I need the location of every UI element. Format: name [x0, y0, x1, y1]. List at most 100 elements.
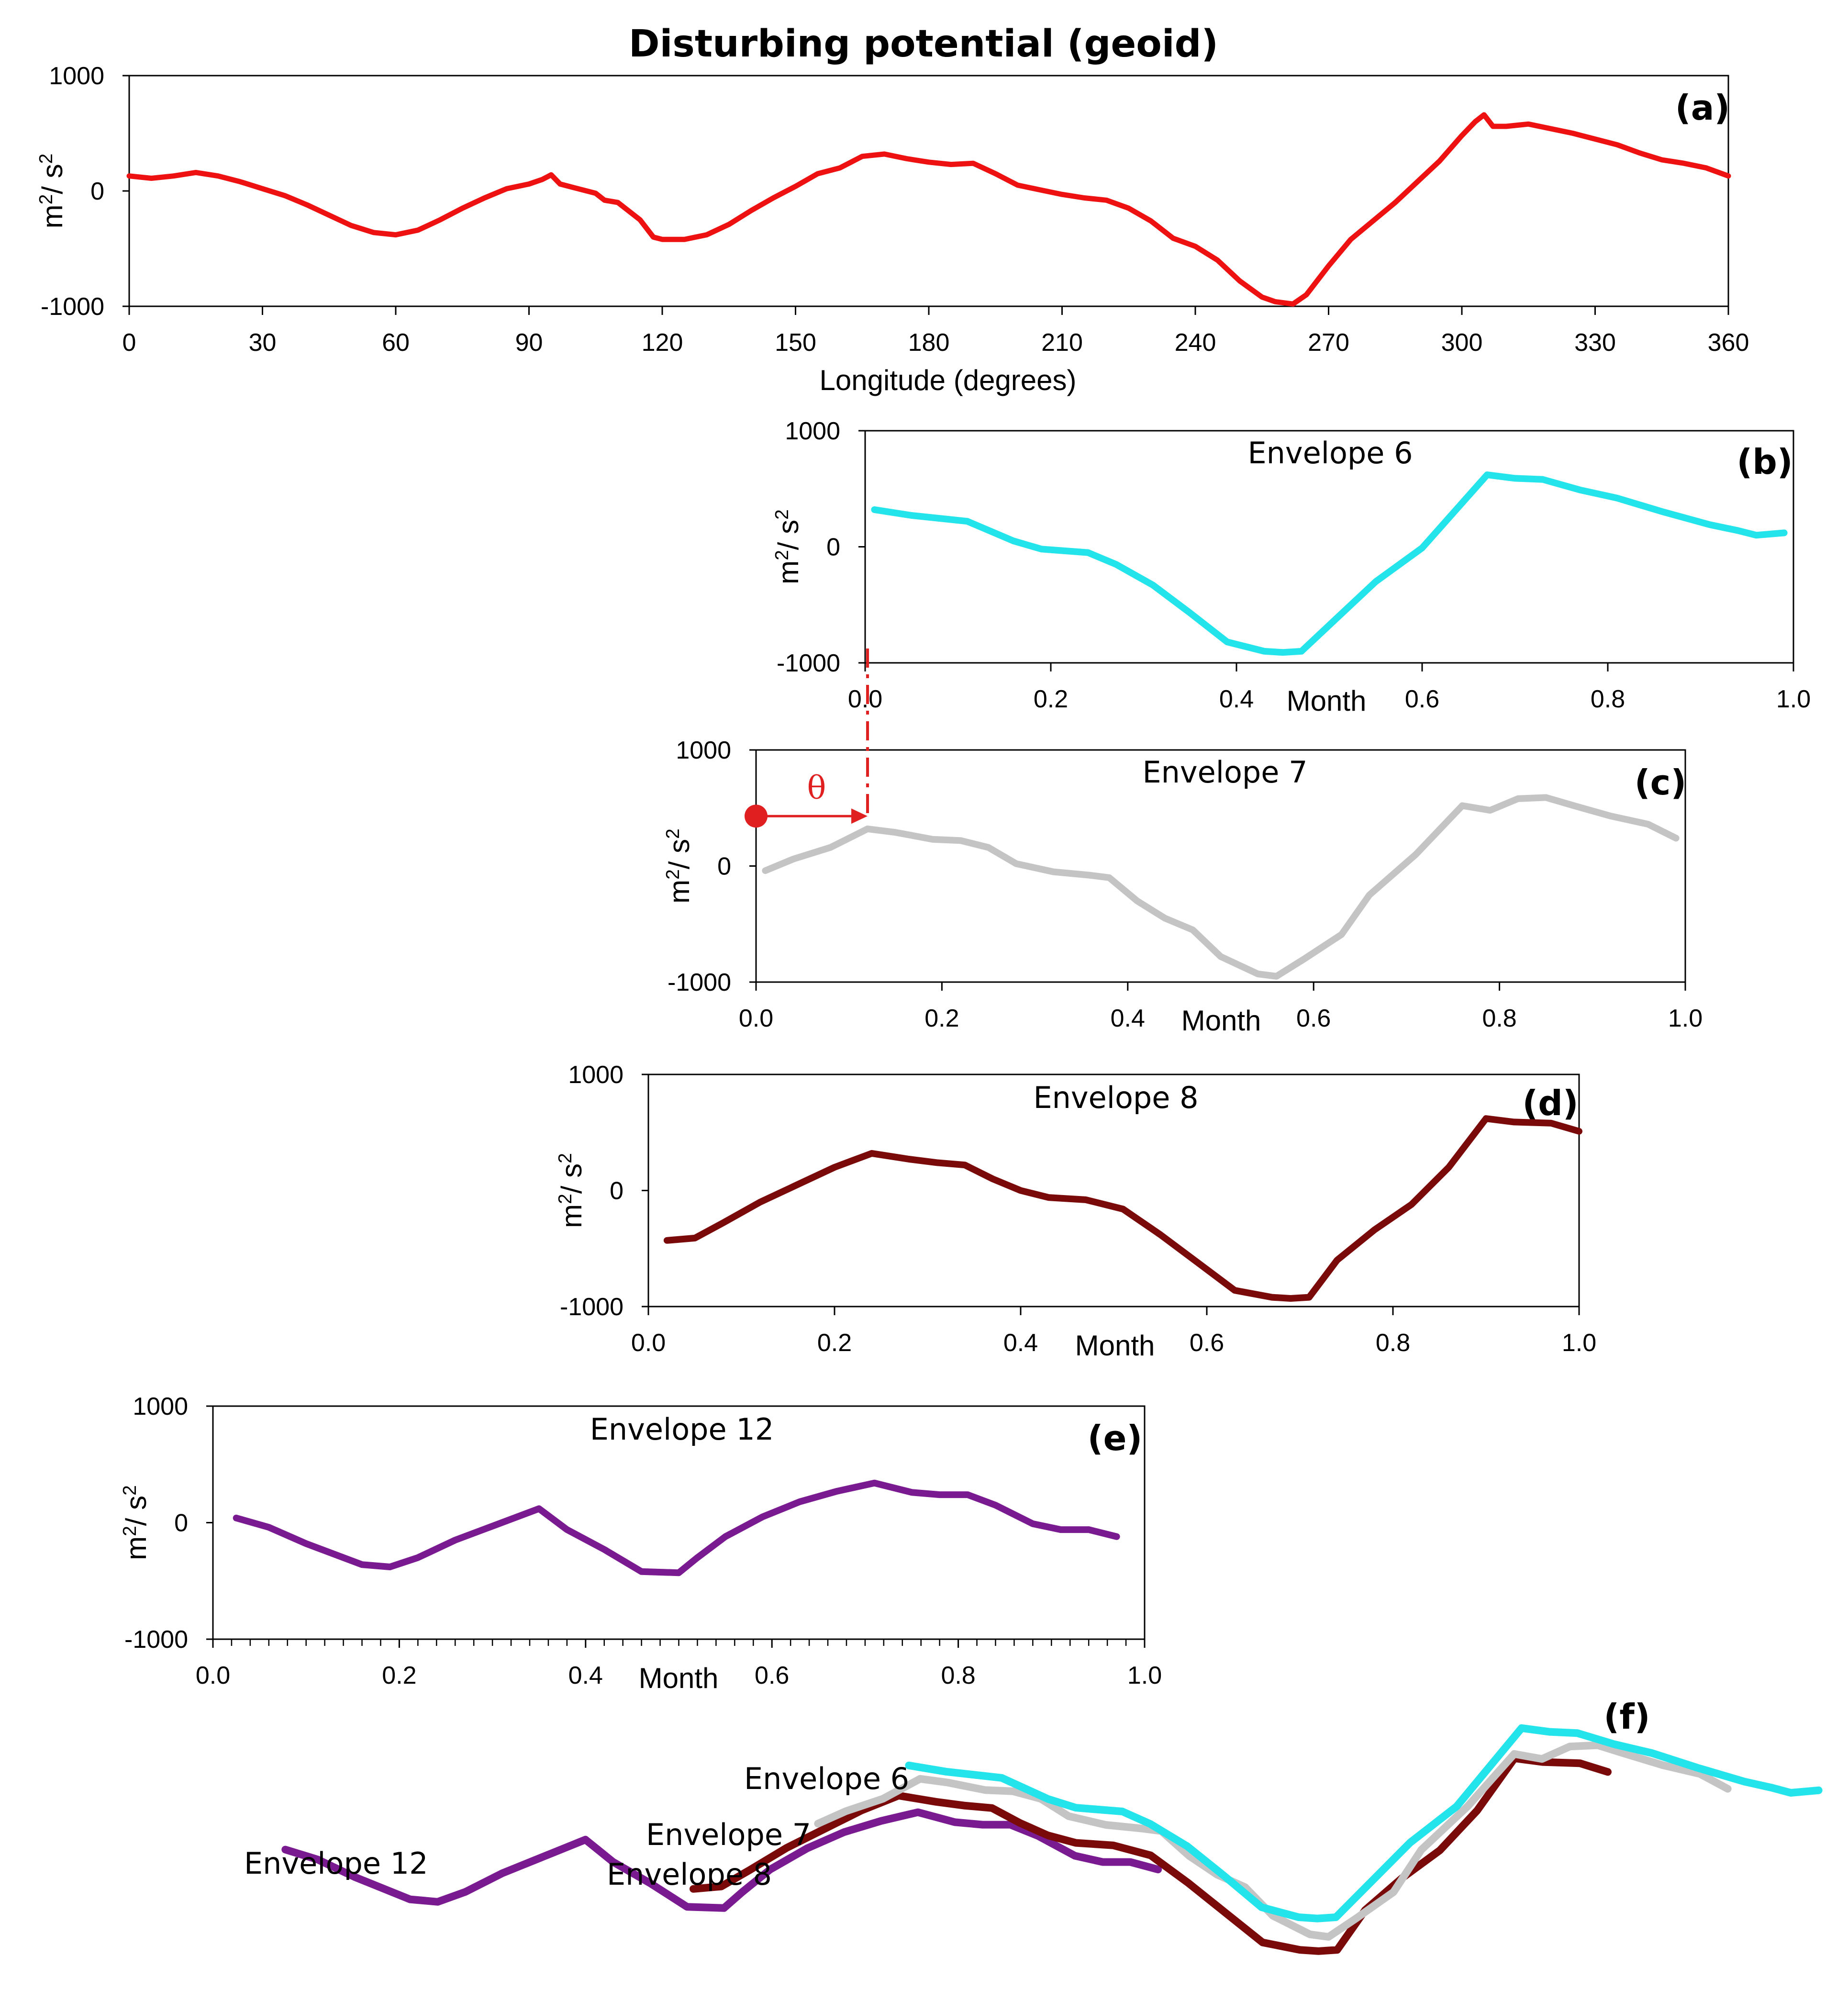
- panel-label-f: (f): [1603, 1697, 1650, 1737]
- y-label-superscript: 2: [36, 154, 56, 164]
- y-tick-label-b: 0: [826, 534, 840, 561]
- x-tick-label-c: 1.0: [1668, 1005, 1703, 1032]
- y-label-superscript: 2: [120, 1526, 140, 1536]
- panels-group: -1000 0 1000 0 30 60 90 120 150 180 210 240 270 300 33…: [36, 62, 1823, 1955]
- panel-label-a: (a): [1675, 88, 1730, 128]
- x-tick-label-e: 0.6: [755, 1662, 789, 1689]
- theta-annotation: θ: [745, 648, 869, 828]
- x-tick-label-d: 0.2: [817, 1329, 852, 1357]
- y-label-superscript: 2: [663, 869, 683, 880]
- x-tick-label-c: 0.8: [1482, 1005, 1516, 1032]
- panel-title-b: Envelope 6: [1247, 436, 1413, 470]
- x-axis-label-a: Longitude (degrees): [819, 364, 1076, 396]
- overlay-label-envelope-7: Envelope 7: [646, 1817, 811, 1852]
- x-axis-label-e: Month: [639, 1662, 719, 1694]
- y-tick-label-b: -1000: [777, 649, 840, 677]
- y-tick-label-e: 1000: [133, 1393, 188, 1420]
- plot-frame-a: [128, 75, 1729, 307]
- x-tick-label-a: 240: [1175, 329, 1216, 357]
- x-axis-label-b: Month: [1287, 685, 1367, 717]
- series-line-d: [663, 1115, 1582, 1302]
- overlay-line-envelope-12: [281, 1808, 1162, 1912]
- panel-label-c: (c): [1635, 762, 1687, 803]
- x-tick-label-a: 210: [1041, 329, 1083, 357]
- y-tick-label-a: 0: [90, 178, 104, 205]
- x-tick-label-e: 0.4: [568, 1662, 603, 1689]
- y-axis-label-c: m2/ s2: [663, 828, 696, 904]
- panel-e: -1000 0 1000 0.0 0.2 0.4 0.6 0.8 1.0 Month m2/ s2 E…: [120, 1393, 1162, 1694]
- y-label-superscript: 2: [663, 828, 683, 839]
- series-line-c: [762, 794, 1680, 980]
- y-axis-label-e: m2/ s2: [120, 1485, 153, 1560]
- x-tick-label-a: 30: [249, 329, 277, 357]
- theta-symbol: θ: [807, 770, 826, 806]
- y-label-superscript: 2: [120, 1485, 140, 1496]
- panel-a: -1000 0 1000 0 30 60 90 120 150 180 210 240 270 300 33…: [36, 62, 1749, 396]
- panel-label-b: (b): [1737, 442, 1792, 482]
- x-tick-label-e: 0.2: [382, 1662, 416, 1689]
- y-tick-label-e: -1000: [124, 1626, 188, 1654]
- y-tick-label-b: 1000: [785, 417, 840, 445]
- y-tick-label-d: -1000: [560, 1293, 623, 1321]
- y-label-superscript: 2: [36, 194, 56, 205]
- y-tick-label-a: -1000: [41, 293, 104, 321]
- x-tick-label-b: 0.8: [1591, 685, 1625, 713]
- y-axis-label-d: m2/ s2: [555, 1153, 588, 1228]
- y-label-text: m: [556, 1204, 588, 1228]
- x-axis-label-d: Month: [1075, 1330, 1155, 1362]
- overlay-line-envelope-8: [690, 1754, 1612, 1955]
- y-tick-label-c: -1000: [668, 969, 731, 996]
- y-tick-label-c: 1000: [676, 737, 731, 764]
- x-tick-label-a: 360: [1708, 329, 1749, 357]
- x-tick-label-a: 120: [642, 329, 683, 357]
- y-axis-label-b: m2/ s2: [772, 509, 805, 584]
- overlay-label-envelope-6: Envelope 6: [744, 1761, 909, 1796]
- y-label-superscript: 2: [772, 509, 792, 520]
- x-tick-label-a: 90: [515, 329, 543, 357]
- y-label-text: / s: [36, 164, 68, 194]
- x-tick-label-c: 0.2: [924, 1005, 959, 1032]
- y-label-superscript: 2: [772, 550, 792, 560]
- x-tick-label-a: 60: [382, 329, 410, 357]
- theta-arrow-head: [851, 808, 868, 824]
- y-label-text: m: [36, 204, 68, 228]
- x-tick-label-b: 0.6: [1405, 685, 1439, 713]
- x-tick-label-a: 180: [908, 329, 950, 357]
- x-tick-label-b: 0.0: [848, 685, 882, 713]
- series-line-b: [871, 471, 1788, 656]
- x-tick-label-d: 0.6: [1190, 1329, 1224, 1357]
- y-label-text: / s: [556, 1163, 588, 1194]
- y-label-text: / s: [772, 520, 804, 550]
- overlay-line-envelope-6: [905, 1724, 1823, 1923]
- y-label-text: m: [772, 560, 804, 584]
- y-tick-label-e: 0: [174, 1509, 188, 1537]
- series-line-a: [126, 112, 1731, 307]
- x-tick-label-b: 1.0: [1776, 685, 1811, 713]
- panel-title-e: Envelope 12: [590, 1412, 774, 1447]
- x-tick-label-b: 0.2: [1034, 685, 1068, 713]
- x-tick-label-e: 0.8: [941, 1662, 975, 1689]
- x-tick-label-d: 0.4: [1003, 1329, 1038, 1357]
- x-tick-label-a: 150: [775, 329, 816, 357]
- x-tick-label-c: 0.4: [1111, 1005, 1145, 1032]
- panel-title-d: Envelope 8: [1033, 1080, 1198, 1115]
- y-tick-label-d: 1000: [568, 1061, 623, 1089]
- panel-label-d: (d): [1522, 1083, 1578, 1123]
- series-line-e: [233, 1479, 1120, 1576]
- x-tick-label-e: 1.0: [1127, 1662, 1162, 1689]
- x-tick-label-a: 300: [1441, 329, 1483, 357]
- x-tick-label-a: 330: [1574, 329, 1616, 357]
- y-tick-label-d: 0: [610, 1177, 623, 1205]
- y-label-text: / s: [120, 1496, 152, 1526]
- y-tick-label-c: 0: [717, 853, 731, 881]
- x-tick-label-b: 0.4: [1219, 685, 1254, 713]
- x-axis-label-c: Month: [1181, 1005, 1261, 1037]
- panel-f: Envelope 6 Envelope 7 Envelope 8 Envelope 1…: [244, 1697, 1823, 1955]
- x-tick-label-e: 0.0: [196, 1662, 230, 1689]
- overlay-label-envelope-8: Envelope 8: [607, 1857, 772, 1892]
- x-tick-label-d: 0.0: [631, 1329, 666, 1357]
